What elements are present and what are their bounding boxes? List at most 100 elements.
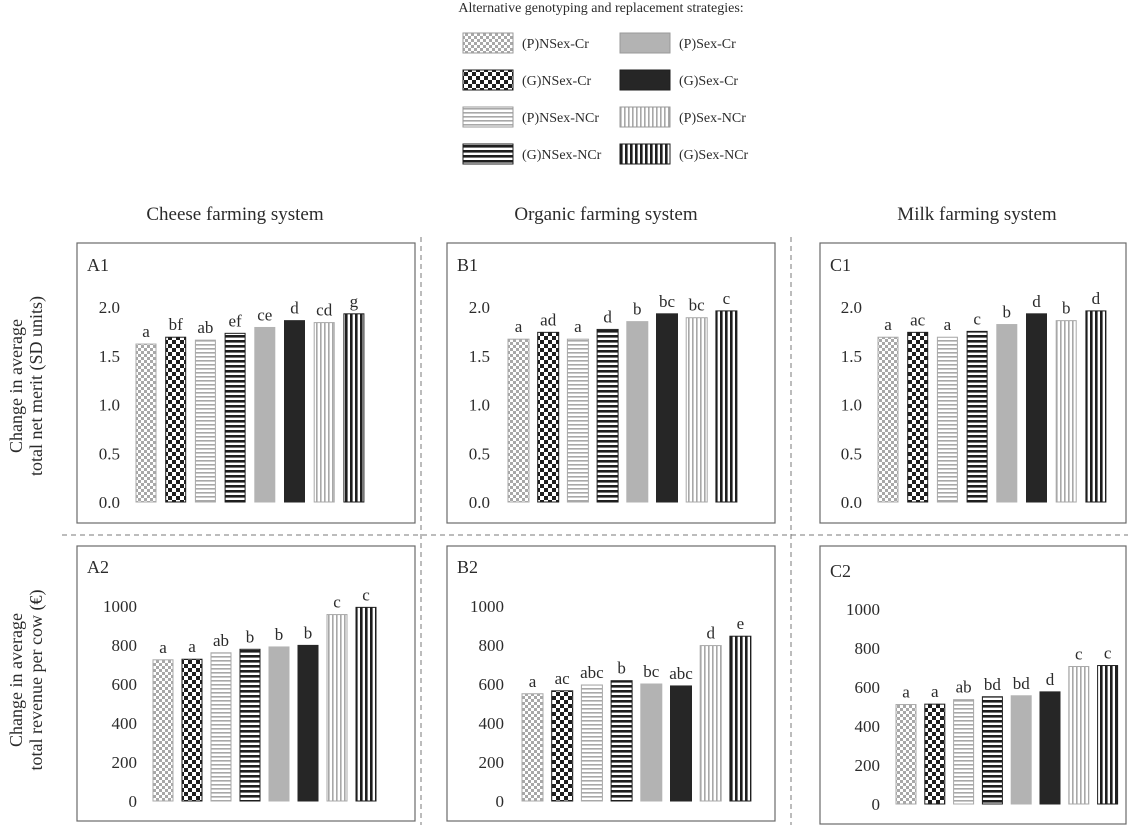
legend-entry: (G)NSex-NCr <box>462 143 602 165</box>
legend-swatch <box>462 106 514 128</box>
row-label-net-merit-line1: Change in average <box>6 319 26 453</box>
y-tick-label: 0 <box>496 792 505 811</box>
legend-swatch <box>619 106 671 128</box>
legend-entry: (G)Sex-Cr <box>619 69 738 91</box>
panel-label: C2 <box>830 561 851 581</box>
significance-letter: bd <box>1013 674 1031 693</box>
bar <box>268 646 290 802</box>
legend-label: (P)Sex-Cr <box>679 37 736 52</box>
legend-entry: (P)NSex-Cr <box>462 32 589 54</box>
significance-letter: ef <box>228 311 242 330</box>
significance-letter: bd <box>984 675 1002 694</box>
y-tick-label: 0.0 <box>99 493 120 512</box>
chart-panel-c1: C10.00.51.01.52.0a ac a c bd bd <box>819 242 1127 524</box>
legend-entry: (G)NSex-Cr <box>462 69 592 91</box>
significance-letter: bc <box>659 292 676 311</box>
panel-frame <box>446 242 776 524</box>
legend-swatch <box>619 69 671 91</box>
bar <box>152 659 174 802</box>
significance-letter: b <box>275 625 284 644</box>
bar <box>877 336 899 503</box>
bar <box>1097 665 1119 805</box>
significance-letter: a <box>142 322 150 341</box>
significance-letter: a <box>188 637 196 656</box>
legend-entry: (P)Sex-NCr <box>619 106 746 128</box>
significance-letter: a <box>159 638 167 657</box>
legend-label: (P)NSex-Cr <box>522 37 589 52</box>
chart-panel-a1: A1 0.0 0.5 1.0 1.5 2.0 a bf ab ef ce d cd g <box>76 242 416 524</box>
significance-letter: a <box>574 317 582 336</box>
bar <box>507 338 530 503</box>
significance-letter: b <box>633 300 642 319</box>
legend-entry: (P)Sex-Cr <box>619 32 736 54</box>
bar <box>551 690 574 802</box>
bar <box>537 331 560 503</box>
row-label-revenue-line1: Change in average <box>6 613 26 747</box>
legend-label: (P)Sex-NCr <box>679 111 746 126</box>
y-tick-label: 0.0 <box>469 493 490 512</box>
significance-letter: c <box>333 593 341 612</box>
bar <box>953 699 975 805</box>
significance-letter: c <box>362 585 370 604</box>
bar <box>521 693 544 802</box>
legend-swatch <box>462 69 514 91</box>
bar <box>1068 666 1090 805</box>
bar <box>224 332 246 503</box>
significance-letter: bc <box>689 296 706 315</box>
bar <box>284 320 305 503</box>
bar <box>355 606 377 802</box>
legend-title: Alternative genotyping and replacement s… <box>458 1 743 16</box>
significance-letter: bc <box>643 662 660 681</box>
significance-letter: a <box>931 682 939 701</box>
bar <box>699 645 722 802</box>
bar <box>996 324 1018 503</box>
bar <box>1039 691 1061 805</box>
bar <box>239 648 261 802</box>
significance-letter: bf <box>169 315 184 334</box>
y-tick-label: 1.5 <box>841 347 862 366</box>
bar <box>729 635 752 802</box>
bar <box>626 321 649 503</box>
bar <box>254 326 276 503</box>
row-label-revenue-line2: total revenue per cow (€) <box>26 590 47 771</box>
y-tick-label: 1.0 <box>99 396 120 415</box>
significance-letter: abc <box>580 663 604 682</box>
panel-label: B2 <box>457 557 478 577</box>
legend-label: (G)NSex-NCr <box>522 148 602 163</box>
bar <box>685 317 708 503</box>
panel-frame <box>76 242 416 524</box>
bar <box>165 336 187 503</box>
legend-label: (G)NSex-Cr <box>522 74 592 89</box>
y-tick-label: 2.0 <box>841 298 862 317</box>
legend-swatch <box>462 32 514 54</box>
significance-letter: c <box>973 309 981 328</box>
y-tick-label: 0.0 <box>841 493 862 512</box>
y-tick-label: 2.0 <box>469 298 490 317</box>
y-tick-label: 800 <box>479 636 505 655</box>
panel-frame <box>76 545 416 822</box>
significance-letter: a <box>944 315 952 334</box>
significance-letter: c <box>1104 644 1112 663</box>
y-tick-label: 200 <box>479 753 505 772</box>
bar <box>1026 313 1047 503</box>
column-heading-organic: Organic farming system <box>514 204 697 225</box>
significance-letter: a <box>529 672 537 691</box>
bar <box>640 683 663 802</box>
significance-letter: d <box>603 307 612 326</box>
bar <box>596 328 619 503</box>
significance-letter: b <box>1062 299 1071 318</box>
bar <box>326 614 348 802</box>
significance-letter: ab <box>213 631 229 650</box>
legend-label: (G)Sex-NCr <box>679 148 749 163</box>
panel-frame <box>819 242 1127 524</box>
y-tick-label: 400 <box>855 717 881 736</box>
bar <box>715 310 738 503</box>
significance-letter: a <box>884 315 892 334</box>
y-tick-label: 0 <box>129 792 138 811</box>
significance-letter: ab <box>956 678 972 697</box>
panel-frame <box>446 545 776 822</box>
significance-letter: cd <box>316 301 333 320</box>
y-tick-label: 800 <box>855 639 881 658</box>
